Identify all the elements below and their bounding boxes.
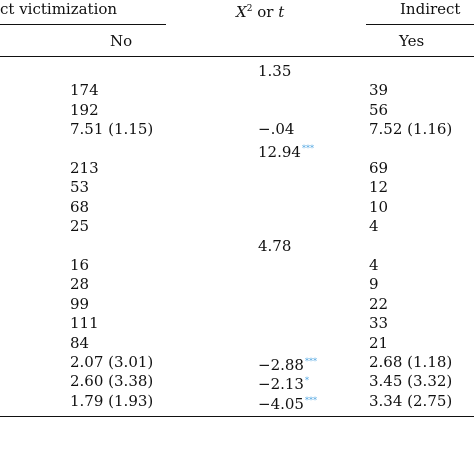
cell-no: 2.07 (3.01): [70, 353, 154, 371]
cell-no: 84: [70, 334, 90, 352]
chi-square-exponent: 2: [246, 4, 253, 14]
stat-value: 12.94: [258, 143, 301, 161]
cell-yes: 4: [369, 256, 379, 274]
significance-marker: ***: [301, 144, 314, 153]
cell-yes: 22: [369, 295, 389, 313]
t-symbol: t: [278, 3, 285, 21]
cell-yes: 3.45 (3.32): [369, 372, 453, 390]
significance-marker: ***: [304, 357, 317, 366]
subheader-yes: Yes: [399, 32, 425, 50]
cell-no: 68: [70, 198, 90, 216]
cell-yes: 69: [369, 159, 389, 177]
cell-no: 2.60 (3.38): [70, 372, 154, 390]
cell-yes: 39: [369, 81, 389, 99]
stat-header-or: or: [257, 3, 274, 21]
cell-stat: 1.35: [258, 62, 291, 80]
cell-stat: −4.05***: [258, 392, 317, 413]
cell-yes: 12: [369, 178, 389, 196]
cell-yes: 2.68 (1.18): [369, 353, 453, 371]
stat-value: 4.78: [258, 237, 292, 255]
cell-stat: 12.94***: [258, 140, 314, 161]
cell-no: 53: [70, 178, 90, 196]
cell-yes: 3.34 (2.75): [369, 392, 453, 410]
cell-stat: −2.13*: [258, 372, 309, 393]
cell-yes: 56: [369, 101, 389, 119]
stat-value: 1.35: [258, 62, 292, 80]
cell-stat: −.04: [258, 120, 294, 138]
stat-value: −4.05: [258, 395, 304, 413]
cell-no: 25: [70, 217, 90, 235]
cell-no: 1.79 (1.93): [70, 392, 154, 410]
group-header-rule-left: [0, 24, 166, 25]
group-header-indirect-victimization: Indirect: [400, 0, 461, 18]
significance-marker: *: [304, 376, 309, 385]
cell-yes: 33: [369, 314, 389, 332]
cell-yes: 10: [369, 198, 389, 216]
cell-no: 213: [70, 159, 99, 177]
column-header-rule: [0, 56, 474, 57]
cell-no: 16: [70, 256, 90, 274]
significance-marker: ***: [304, 396, 317, 405]
stat-value: −2.13: [258, 375, 304, 393]
stat-column-header: X2 or t: [236, 0, 284, 21]
cell-no: 174: [70, 81, 99, 99]
cell-yes: 4: [369, 217, 379, 235]
cell-no: 28: [70, 275, 90, 293]
stat-value: −2.88: [258, 356, 304, 374]
group-header-direct-victimization: ct victimization: [0, 0, 118, 18]
cell-yes: 21: [369, 334, 389, 352]
group-header-rule-right: [366, 24, 474, 25]
cell-stat: 4.78: [258, 237, 291, 255]
cell-stat: −2.88***: [258, 353, 317, 374]
cell-no: 111: [70, 314, 99, 332]
chi-square-symbol: X: [236, 3, 247, 21]
cell-yes: 7.52 (1.16): [369, 120, 453, 138]
cell-no: 99: [70, 295, 90, 313]
cell-no: 7.51 (1.15): [70, 120, 154, 138]
table-bottom-rule: [0, 416, 474, 417]
cell-no: 192: [70, 101, 99, 119]
cell-yes: 9: [369, 275, 379, 293]
stat-value: −.04: [258, 120, 295, 138]
subheader-no: No: [110, 32, 133, 50]
